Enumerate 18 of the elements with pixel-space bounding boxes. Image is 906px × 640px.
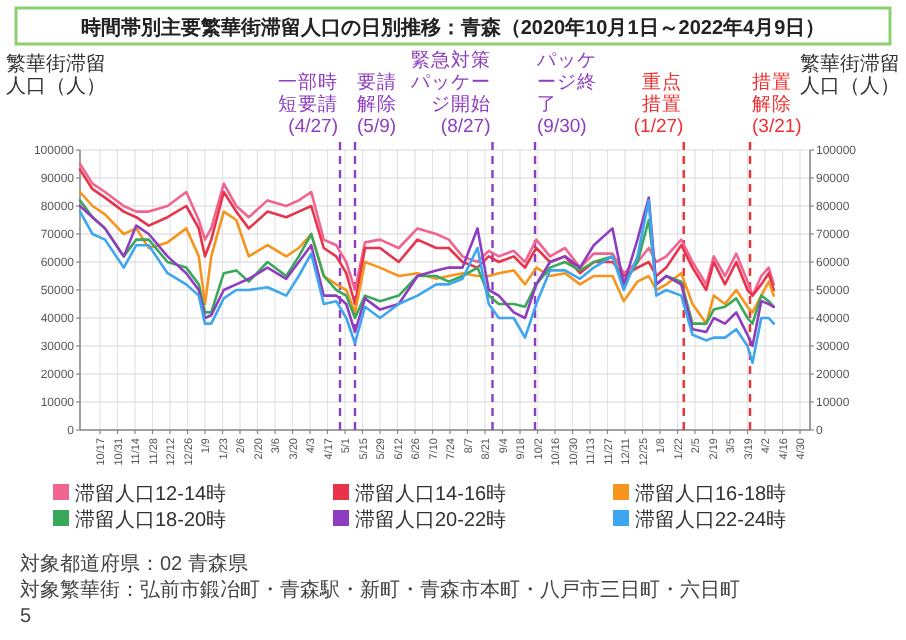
- ref-line-label: 措置解除(3/21): [752, 72, 802, 138]
- ref-line-label: 重点措置(1/27): [633, 72, 684, 138]
- legend-label: 滞留人口12-14時: [75, 482, 227, 506]
- legend-label: 滞留人口14-16時: [355, 482, 507, 506]
- ref-line-label: 緊急対策パッケージ開始(8/27): [408, 50, 491, 138]
- ref-line-label: パッケージ終了(9/30): [537, 50, 599, 138]
- ref-line-label: 要請解除(5/9): [357, 72, 399, 138]
- text: 5: [20, 606, 32, 628]
- y-axis-title: 繁華街滞留人口（人）: [6, 54, 108, 98]
- legend-label: 滞留人口18-20時: [75, 508, 227, 532]
- text: 対象繁華街：弘前市鍛冶町・青森駅・新町・青森市本町・八戸市三日町・六日町: [20, 578, 740, 602]
- legend-label: 滞留人口22-24時: [635, 508, 787, 532]
- chart-title: 時間帯別主要繁華街滞留人口の日別推移：青森（2020年10月1日～2022年4月9日）: [80, 16, 826, 40]
- y2-axis-title: 繁華街滞留人口（人）: [798, 54, 900, 98]
- text: 対象都道府県：02 青森県: [20, 552, 248, 576]
- ref-line-label: 一部時短要請(4/27): [276, 72, 338, 138]
- legend-label: 滞留人口16-18時: [635, 482, 787, 506]
- legend-label: 滞留人口20-22時: [355, 508, 507, 532]
